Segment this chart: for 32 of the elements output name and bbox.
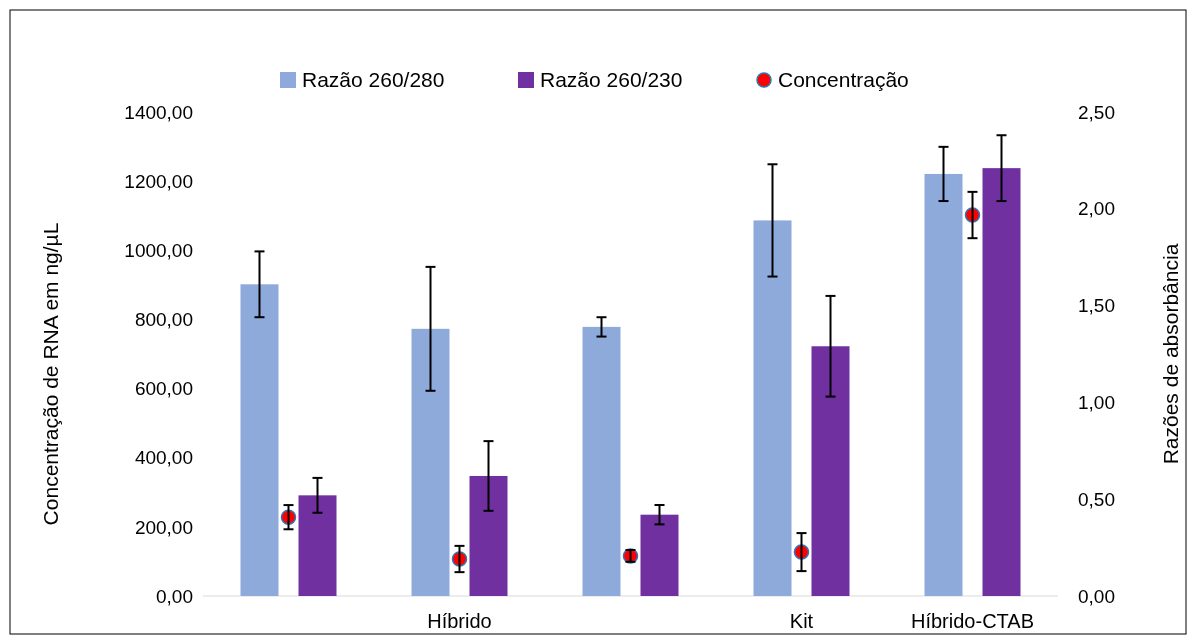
bar (811, 346, 850, 596)
y-tick-label: 600,00 (134, 378, 193, 400)
y-tick-label: 800,00 (134, 309, 193, 331)
y-tick-label: 0,00 (156, 585, 193, 607)
bar (982, 168, 1021, 596)
y2-axis-title: Razões de absorbância (1159, 243, 1182, 465)
y2-tick-label: 1,00 (1078, 392, 1115, 414)
legend-label: Razão 260/230 (540, 68, 683, 92)
y2-tick-label: 2,00 (1078, 198, 1115, 220)
y-tick-label: 200,00 (134, 516, 193, 538)
bar (411, 328, 450, 596)
y-tick-label: 1400,00 (124, 101, 193, 123)
x-tick-label: Híbrido-CTAB (911, 610, 1034, 632)
bar (469, 475, 508, 596)
y-axis-title: Concentração de RNA em ng/µL (39, 222, 62, 526)
y2-tick-label: 1,50 (1078, 295, 1115, 317)
y-tick-label: 1200,00 (124, 170, 193, 192)
bar (640, 514, 679, 596)
x-tick-label: Kit (789, 610, 814, 632)
y-tick-label: 1000,00 (124, 239, 193, 261)
legend-label: Razão 260/280 (302, 68, 445, 92)
y2-tick-label: 2,50 (1078, 101, 1115, 123)
legend-label: Concentração (778, 68, 909, 92)
bar (753, 220, 792, 596)
bar (298, 495, 337, 596)
x-tick-label: Híbrido (427, 610, 492, 632)
y2-tick-label: 0,00 (1078, 585, 1115, 607)
bar (240, 284, 279, 596)
bar (582, 326, 621, 596)
y2-tick-label: 0,50 (1078, 488, 1115, 510)
y-tick-label: 400,00 (134, 447, 193, 469)
bar (924, 173, 963, 596)
